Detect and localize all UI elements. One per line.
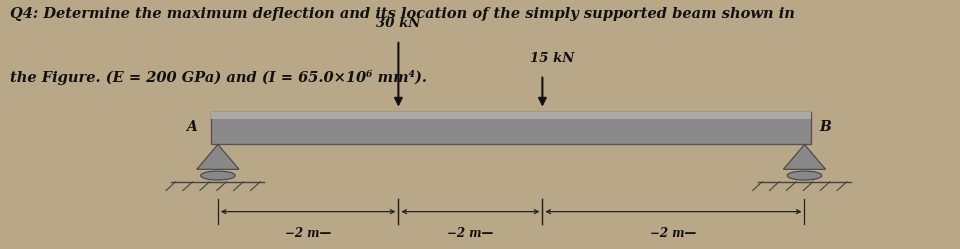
Bar [211, 112, 811, 144]
Text: −2 m—: −2 m— [650, 227, 697, 240]
Text: B: B [819, 120, 830, 134]
Circle shape [787, 171, 822, 180]
Text: A: A [186, 120, 197, 134]
Polygon shape [783, 144, 826, 169]
Text: the Figure. (E = 200 GPa) and (I = 65.0×10⁶ mm⁴).: the Figure. (E = 200 GPa) and (I = 65.0×… [10, 70, 426, 85]
Text: −2 m—: −2 m— [447, 227, 493, 240]
Bar [211, 112, 811, 119]
Circle shape [201, 171, 235, 180]
Text: 30 kN: 30 kN [376, 17, 420, 30]
Polygon shape [197, 144, 239, 169]
Text: −2 m—: −2 m— [285, 227, 331, 240]
Text: Q4: Determine the maximum deflection and its location of the simply supported be: Q4: Determine the maximum deflection and… [10, 7, 795, 21]
Text: 15 kN: 15 kN [530, 52, 574, 65]
